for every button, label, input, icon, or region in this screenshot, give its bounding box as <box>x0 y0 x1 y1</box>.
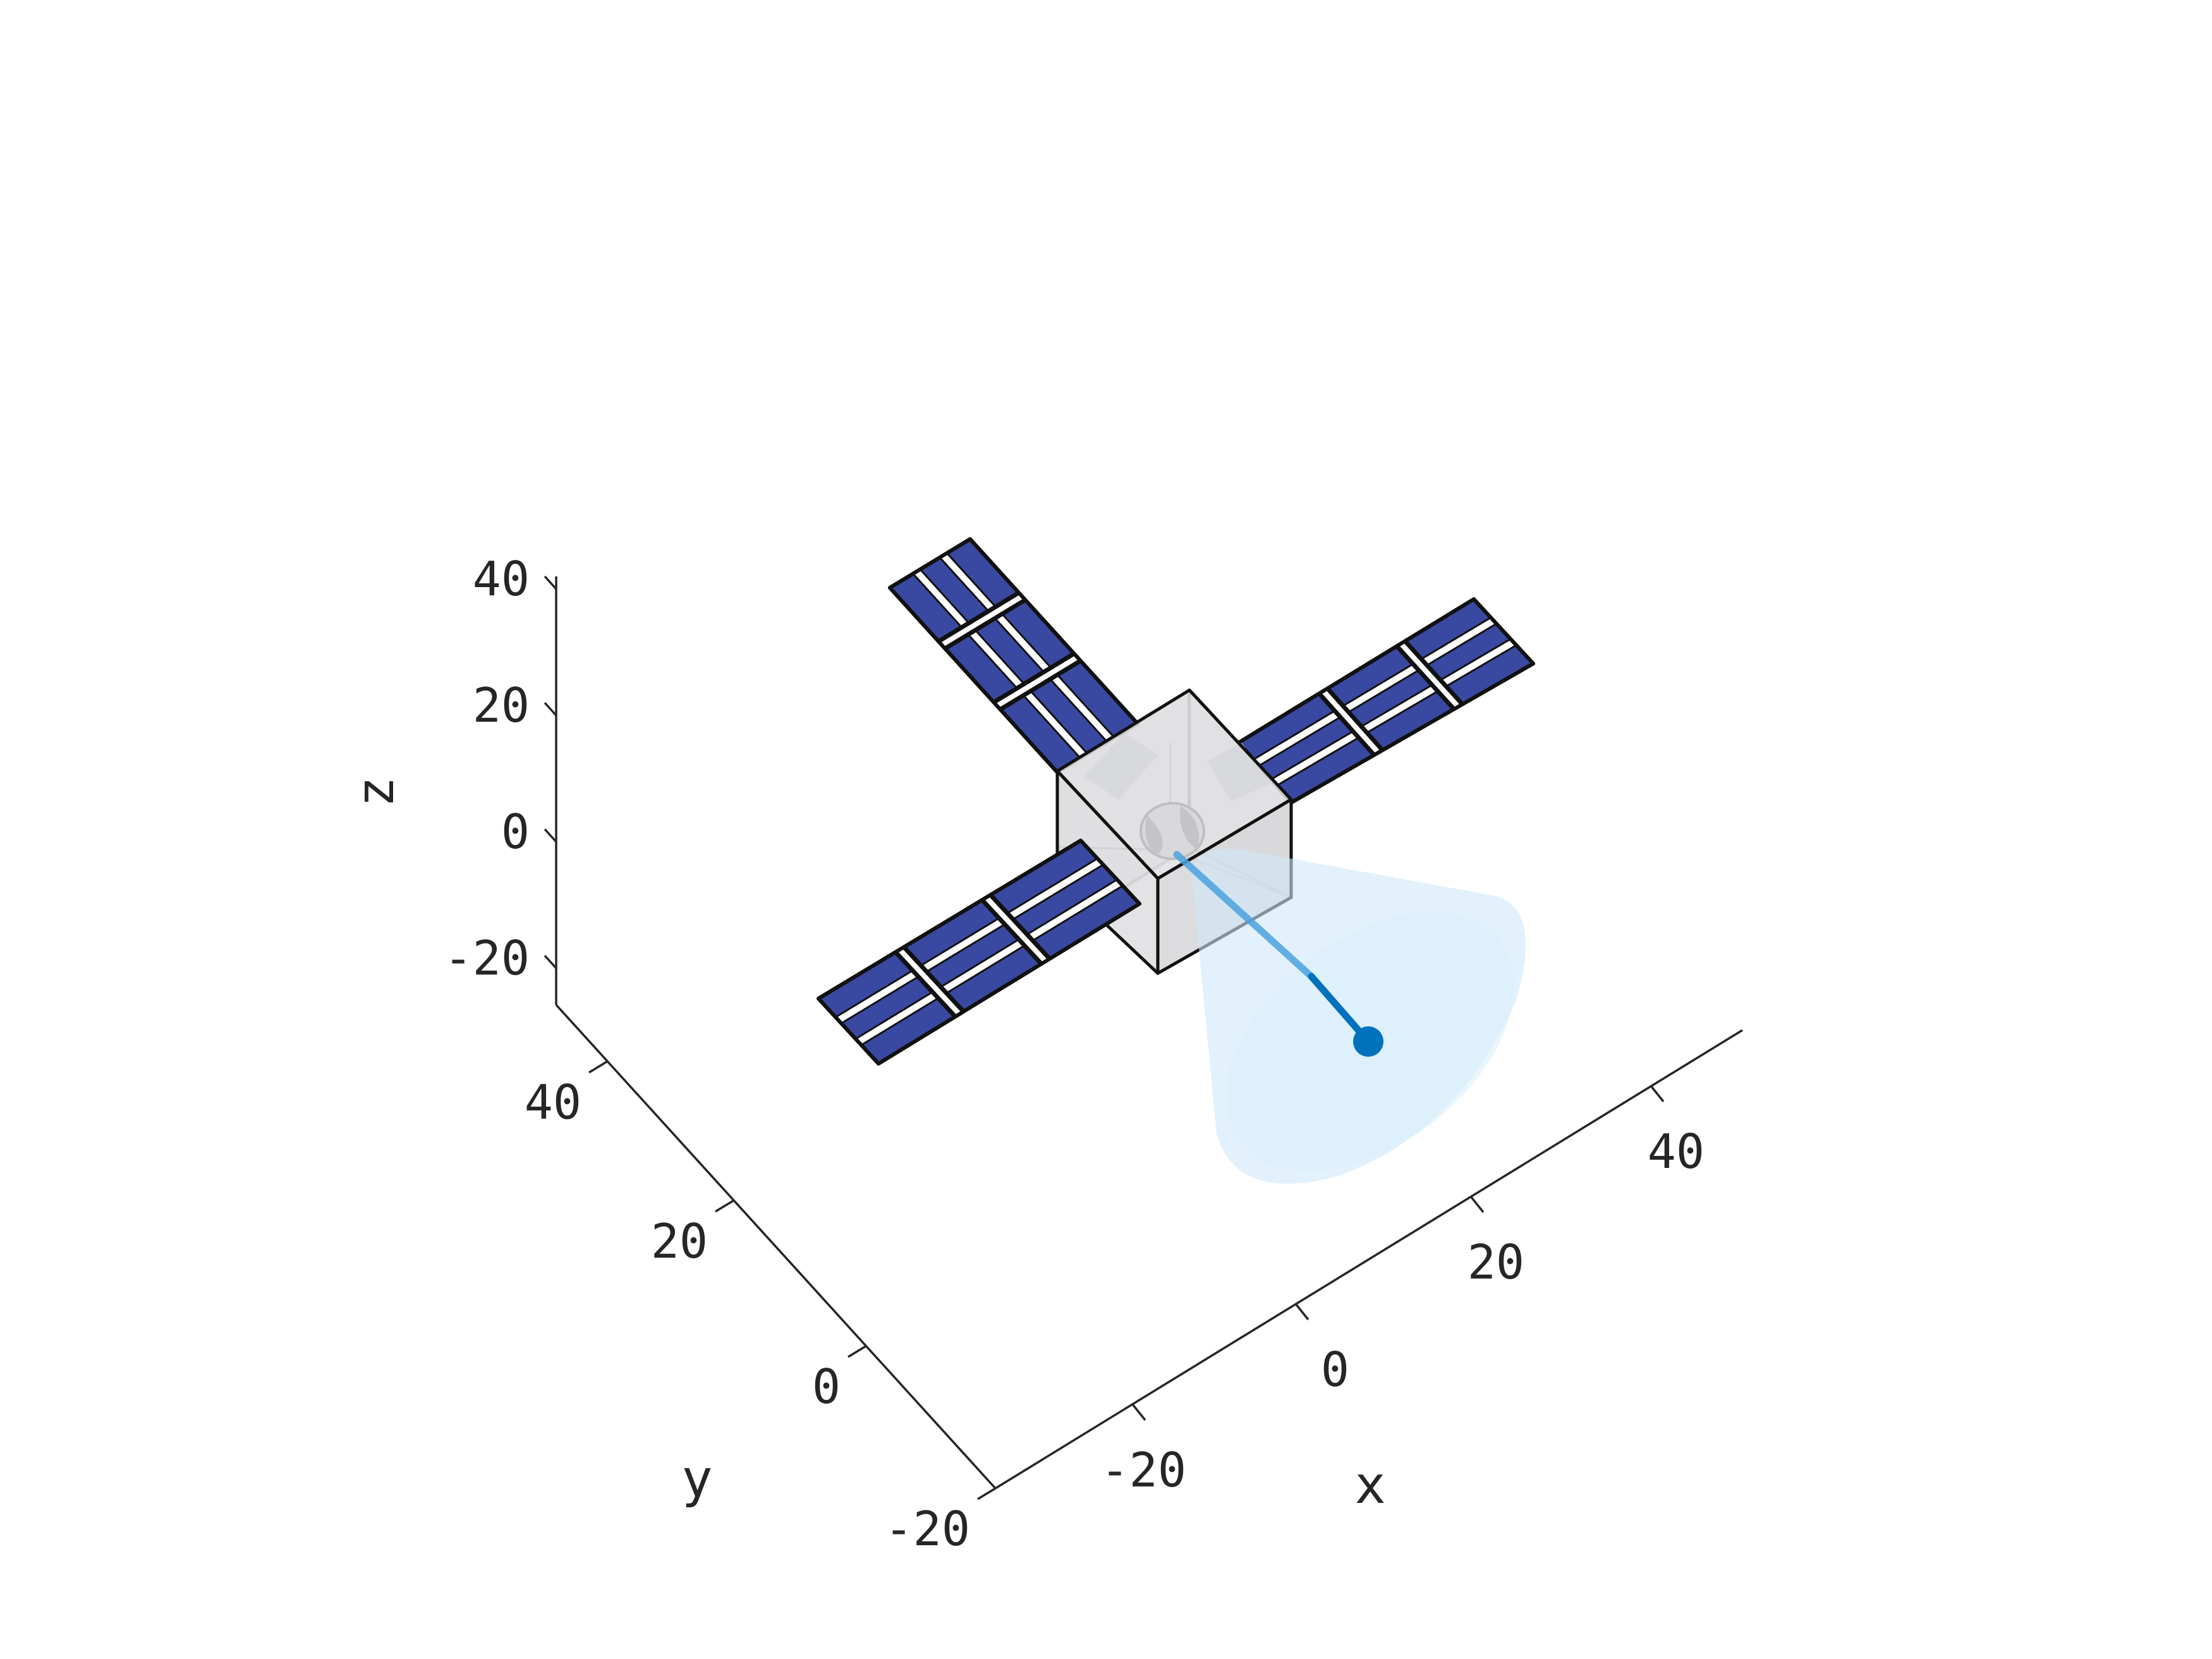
z-tick-label: -20 <box>444 930 530 986</box>
y-tick-label: 20 <box>651 1213 708 1269</box>
solar-arrays-back <box>888 537 1535 805</box>
solar-array-2-stripe <box>1272 639 1516 786</box>
sensor-cone <box>1173 848 1526 1184</box>
y-tick <box>588 1060 607 1074</box>
solar-array-2-divider-gap <box>1321 689 1380 755</box>
x-tick <box>1131 1403 1146 1421</box>
z-tick <box>544 954 557 969</box>
solar-array-1-surface <box>888 537 1139 774</box>
boresight-vector-faint <box>1173 851 1315 980</box>
z-tick-label: 20 <box>473 678 530 733</box>
solar-array-1-divider-gap <box>995 655 1079 708</box>
solar-array-2-stripe <box>1255 617 1495 765</box>
y-tick <box>848 1345 866 1358</box>
x-tick-label: 40 <box>1648 1124 1705 1179</box>
x-tick <box>1650 1085 1665 1103</box>
x-axis-line <box>995 1029 1743 1490</box>
y-tick <box>977 1487 996 1500</box>
z-axis-label: z <box>346 776 406 807</box>
x-tick <box>1294 1303 1310 1321</box>
x-tick <box>1469 1195 1485 1213</box>
x-ticks: -20 0 20 40 <box>1101 1085 1705 1498</box>
y-tick <box>715 1200 734 1213</box>
z-tick <box>544 575 557 590</box>
solar-array-3-stripe <box>837 859 1102 1023</box>
solar-arrays-front <box>817 839 1141 1066</box>
solar-array-1 <box>888 537 1139 774</box>
x-tick-label: 0 <box>1321 1342 1349 1397</box>
solar-array-3-outline <box>817 839 1141 1066</box>
solar-array-3-surface <box>817 839 1141 1066</box>
solar-array-3-divider-gap <box>897 947 961 1016</box>
solar-array-2 <box>1237 597 1535 805</box>
axes: -20 0 20 40 -20 0 20 40 -20 0 20 40 x y z <box>346 551 1743 1557</box>
y-axis-label: y <box>681 1449 712 1509</box>
z-ticks: -20 0 20 40 <box>444 551 557 986</box>
x-tick-label: -20 <box>1101 1442 1186 1498</box>
x-axis-label: x <box>1354 1455 1385 1516</box>
y-tick-label: -20 <box>885 1501 970 1557</box>
y-tick-label: 0 <box>812 1359 841 1414</box>
solar-array-3-divider-gap <box>984 896 1048 963</box>
solar-array-1-stripe <box>914 569 1087 758</box>
boresight-marker <box>1353 1026 1383 1057</box>
solar-array-1-divider-gap <box>940 594 1024 647</box>
solar-array-3 <box>817 839 1141 1066</box>
solar-array-3-stripe <box>856 880 1122 1045</box>
z-tick-label: 0 <box>501 804 530 860</box>
solar-array-2-divider-gap <box>1399 641 1461 708</box>
x-tick-label: 20 <box>1468 1234 1524 1290</box>
y-ticks: -20 0 20 40 <box>525 1060 996 1557</box>
solar-array-1-stripe <box>940 553 1114 743</box>
z-tick <box>544 702 557 717</box>
y-tick-label: 40 <box>525 1074 581 1130</box>
z-tick-label: 40 <box>473 551 530 607</box>
z-tick <box>544 828 557 843</box>
y-axis-line <box>555 1004 997 1490</box>
